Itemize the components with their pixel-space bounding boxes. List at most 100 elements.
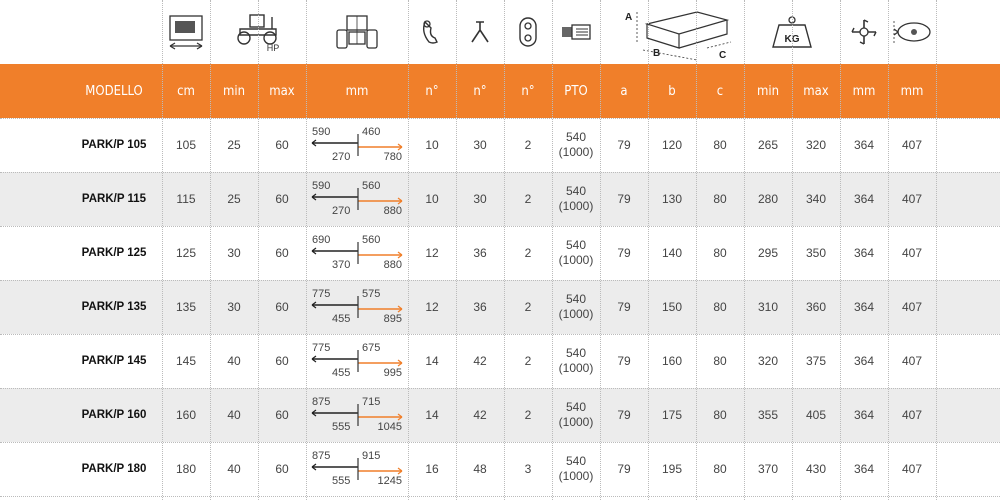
cell-mm2: 407 — [901, 299, 923, 314]
cell-mm2: 407 — [901, 245, 923, 260]
model-name: PARK/P 125 — [81, 246, 147, 259]
cell-n2: 36 — [473, 299, 487, 314]
pto-cell: 540 (1000) — [552, 388, 600, 442]
cell-hp-max: 60 — [275, 245, 289, 260]
offset-value-d4: 895 — [383, 313, 402, 325]
cell-n1: 10 — [425, 191, 439, 206]
cell-mm1: 364 — [853, 299, 875, 314]
offset-value-d3: 370 — [332, 259, 351, 271]
right-arrow-head — [397, 305, 403, 313]
row-divider — [0, 172, 1000, 173]
pto-speed-alt: (1000) — [558, 415, 594, 429]
column-divider — [258, 0, 259, 500]
offset-arrows — [311, 458, 403, 480]
left-arrow-head — [311, 409, 317, 417]
cell-a: 79 — [617, 353, 631, 368]
cell-a: 79 — [617, 461, 631, 476]
pto-cell: 540 (1000) — [552, 442, 600, 496]
table-row: PARK/P 180 180 40 60 875 915 555 1245 16 48 3 540 (1… — [0, 442, 1000, 496]
offset-value-d1: 775 — [312, 288, 331, 300]
cell-kg-min: 320 — [757, 353, 779, 368]
roller-icon — [888, 0, 936, 64]
row-divider — [0, 226, 1000, 227]
cell-n1: 10 — [425, 137, 439, 152]
pto-cell: 540 (1000) — [552, 280, 600, 334]
pto-speed: 540 — [565, 292, 587, 306]
cell-cm: 180 — [175, 461, 197, 476]
header-cell: n° — [521, 83, 535, 99]
header-cell: mm — [900, 83, 924, 99]
offset-value-d2: 575 — [362, 288, 381, 300]
pto-speed: 540 — [565, 454, 587, 468]
offset-arrows — [311, 188, 403, 210]
header-cell: max — [803, 83, 829, 99]
table-row: PARK/P 125 125 30 60 690 560 370 880 12 36 2 540 (10… — [0, 226, 1000, 280]
offset-diagram: 775 575 455 895 — [306, 280, 408, 334]
column-divider — [552, 0, 553, 500]
dim-a-label: A — [625, 12, 632, 23]
column-divider — [696, 0, 697, 500]
cell-c: 80 — [713, 137, 727, 152]
cell-n1: 16 — [425, 461, 439, 476]
offset-value-d3: 270 — [332, 205, 351, 217]
offset-value-d3: 555 — [332, 421, 351, 433]
cell-mm1: 364 — [853, 407, 875, 422]
left-arrow-head — [311, 247, 317, 255]
cell-kg-min: 280 — [757, 191, 779, 206]
cell-b: 160 — [661, 353, 683, 368]
column-divider — [210, 0, 211, 500]
cell-kg-max: 360 — [805, 299, 827, 314]
dim-c-label: C — [719, 50, 726, 61]
cell-mm1: 364 — [853, 461, 875, 476]
table-row: PARK/P 115 115 25 60 590 560 270 880 10 30 2 540 (10… — [0, 172, 1000, 226]
flail-blade-icon — [408, 0, 456, 64]
offset-value-d2: 460 — [362, 126, 381, 138]
cell-c: 80 — [713, 461, 727, 476]
cell-hp-max: 60 — [275, 461, 289, 476]
column-divider — [648, 0, 649, 500]
tractor-front-icon — [306, 0, 408, 64]
offset-value-d4: 780 — [383, 151, 402, 163]
cell-mm1: 364 — [853, 353, 875, 368]
offset-value-d2: 560 — [362, 180, 381, 192]
right-arrow-head — [397, 467, 403, 475]
hp-label: HP — [266, 43, 280, 53]
cell-n1: 12 — [425, 299, 439, 314]
offset-arrows — [311, 296, 403, 318]
tractor-hp-icon: HP — [210, 0, 306, 64]
pto-speed: 540 — [565, 400, 587, 414]
right-arrow-head — [397, 251, 403, 259]
offset-value-d3: 455 — [332, 367, 351, 379]
cell-hp-max: 60 — [275, 353, 289, 368]
cell-n1: 12 — [425, 245, 439, 260]
cell-hp-max: 60 — [275, 407, 289, 422]
cell-cm: 160 — [175, 407, 197, 422]
table-row: PARK/P 160 160 40 60 875 715 555 1045 14 42 2 540 (1… — [0, 388, 1000, 442]
offset-diagram: 590 560 270 880 — [306, 172, 408, 226]
left-arrow-head — [311, 193, 317, 201]
pto-speed-alt: (1000) — [558, 307, 594, 321]
cell-n1: 14 — [425, 353, 439, 368]
mower-width-icon — [162, 0, 210, 64]
header-cell: mm — [852, 83, 876, 99]
row-divider — [0, 388, 1000, 389]
cell-hp-max: 60 — [275, 191, 289, 206]
cell-b: 130 — [661, 191, 683, 206]
header-cell: n° — [473, 83, 487, 99]
offset-value-d1: 875 — [312, 396, 331, 408]
cell-cm: 105 — [175, 137, 197, 152]
column-divider — [888, 0, 889, 500]
cell-b: 140 — [661, 245, 683, 260]
header-cell: a — [620, 83, 628, 99]
column-divider — [456, 0, 457, 500]
pto-speed-alt: (1000) — [558, 145, 594, 159]
cell-kg-max: 430 — [805, 461, 827, 476]
header-cell: min — [756, 83, 780, 99]
offset-diagram: 775 675 455 995 — [306, 334, 408, 388]
cell-a: 79 — [617, 137, 631, 152]
offset-diagram: 590 460 270 780 — [306, 118, 408, 172]
header-cell: min — [222, 83, 246, 99]
header-cell: b — [668, 83, 676, 99]
offset-value-d2: 915 — [362, 450, 381, 462]
column-divider — [306, 0, 307, 500]
